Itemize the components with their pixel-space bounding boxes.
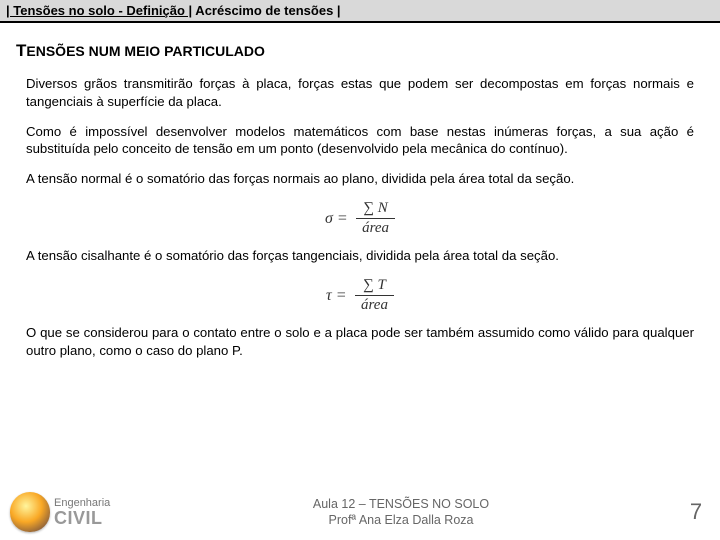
logo-top-text: Engenharia <box>54 498 110 509</box>
section-title-rest: ENSÕES NUM MEIO PARTICULADO <box>26 43 265 59</box>
fraction: ∑ T área <box>355 277 394 314</box>
formula-tau: τ = ∑ T área <box>0 277 720 314</box>
header-title-underlined: | Tensões no solo - Definição | <box>6 3 192 18</box>
logo-main-text: CIVIL <box>54 509 110 527</box>
section-title-initial: T <box>16 41 26 60</box>
footer-line1: Aula 12 – TENSÕES NO SOLO <box>130 496 672 512</box>
header-title-rest: Acréscimo de tensões | <box>192 3 340 18</box>
numerator: ∑ T <box>355 277 394 296</box>
fraction: ∑ N área <box>356 200 395 237</box>
section-title: TENSÕES NUM MEIO PARTICULADO <box>16 41 704 61</box>
logo: Engenharia CIVIL <box>10 490 130 534</box>
numerator: ∑ N <box>356 200 395 219</box>
slide-header: | Tensões no solo - Definição | Acréscim… <box>0 0 720 23</box>
formula-lhs: σ = <box>325 210 348 227</box>
page-number: 7 <box>672 499 720 525</box>
denominator: área <box>356 219 395 237</box>
logo-text: Engenharia CIVIL <box>54 498 110 527</box>
paragraph: A tensão normal é o somatório das forças… <box>26 170 694 188</box>
logo-badge-icon <box>10 492 50 532</box>
paragraph: Como é impossível desenvolver modelos ma… <box>26 123 694 159</box>
footer-center: Aula 12 – TENSÕES NO SOLO Profª Ana Elza… <box>130 496 672 529</box>
formula-lhs: τ = <box>326 287 347 304</box>
formula-sigma: σ = ∑ N área <box>0 200 720 237</box>
slide-footer: Engenharia CIVIL Aula 12 – TENSÕES NO SO… <box>0 484 720 540</box>
paragraph: A tensão cisalhante é o somatório das fo… <box>26 247 694 265</box>
paragraph: Diversos grãos transmitirão forças à pla… <box>26 75 694 111</box>
paragraph: O que se considerou para o contato entre… <box>26 324 694 360</box>
footer-line2: Profª Ana Elza Dalla Roza <box>130 512 672 528</box>
denominator: área <box>355 296 394 314</box>
